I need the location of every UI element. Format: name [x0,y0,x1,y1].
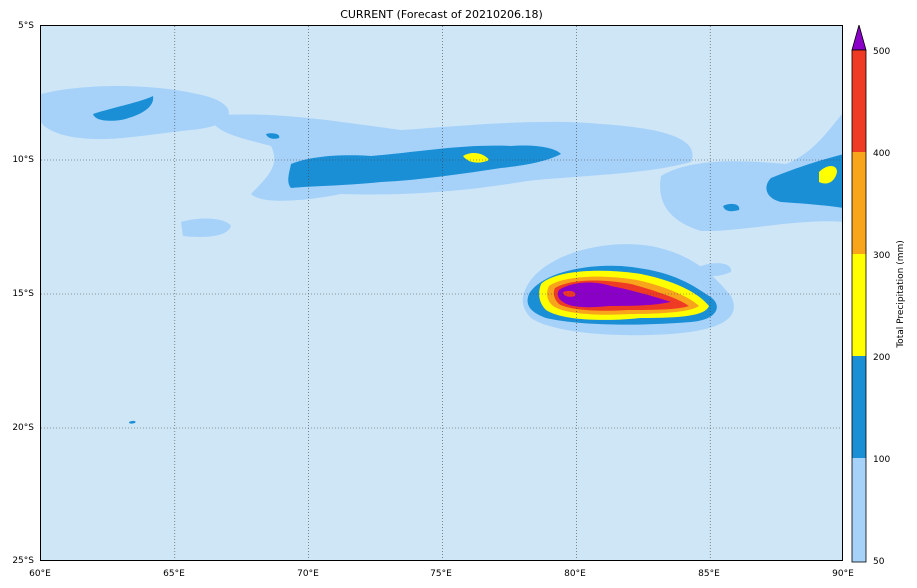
colorbar-tick-label: 300 [873,251,891,261]
map-title: CURRENT (Forecast of 20210206.18) [340,8,543,21]
colorbar [851,25,867,563]
colorbar-tick-label: 100 [873,455,891,465]
lon-tick-label: 70°E [297,569,319,579]
colorbar-swatch [852,458,866,562]
lon-tick-label: 60°E [29,569,51,579]
colorbar-tick-label: 400 [873,149,891,159]
colorbar-extend-arrow [851,25,867,51]
lat-tick-label: 10°S [12,155,34,165]
map-canvas [41,26,842,560]
precip-band-500-plus [557,282,671,308]
lon-tick-label: 80°E [564,569,586,579]
colorbar-tick-label: 200 [873,353,891,363]
lon-tick-label: 65°E [163,569,185,579]
lon-tick-label: 75°E [430,569,452,579]
colorbar-swatch [852,254,866,356]
colorbar-label: Total Precipitation (mm) [896,240,906,348]
colorbar-tick-label: 500 [873,47,891,57]
colorbar-swatch [852,152,866,254]
colorbar-swatch [852,356,866,458]
lat-tick-label: 15°S [12,289,34,299]
lon-tick-label: 85°E [698,569,720,579]
lon-tick-label: 90°E [832,569,854,579]
precipitation-map [40,25,843,561]
lat-tick-label: 20°S [12,423,34,433]
colorbar-swatch [852,50,866,152]
lat-tick-label: 25°S [12,556,34,566]
colorbar-tick-label: 50 [873,557,885,567]
precip-band-50-100 [41,86,842,336]
lat-tick-label: 5°S [18,21,34,31]
map-gridlines [41,26,842,560]
